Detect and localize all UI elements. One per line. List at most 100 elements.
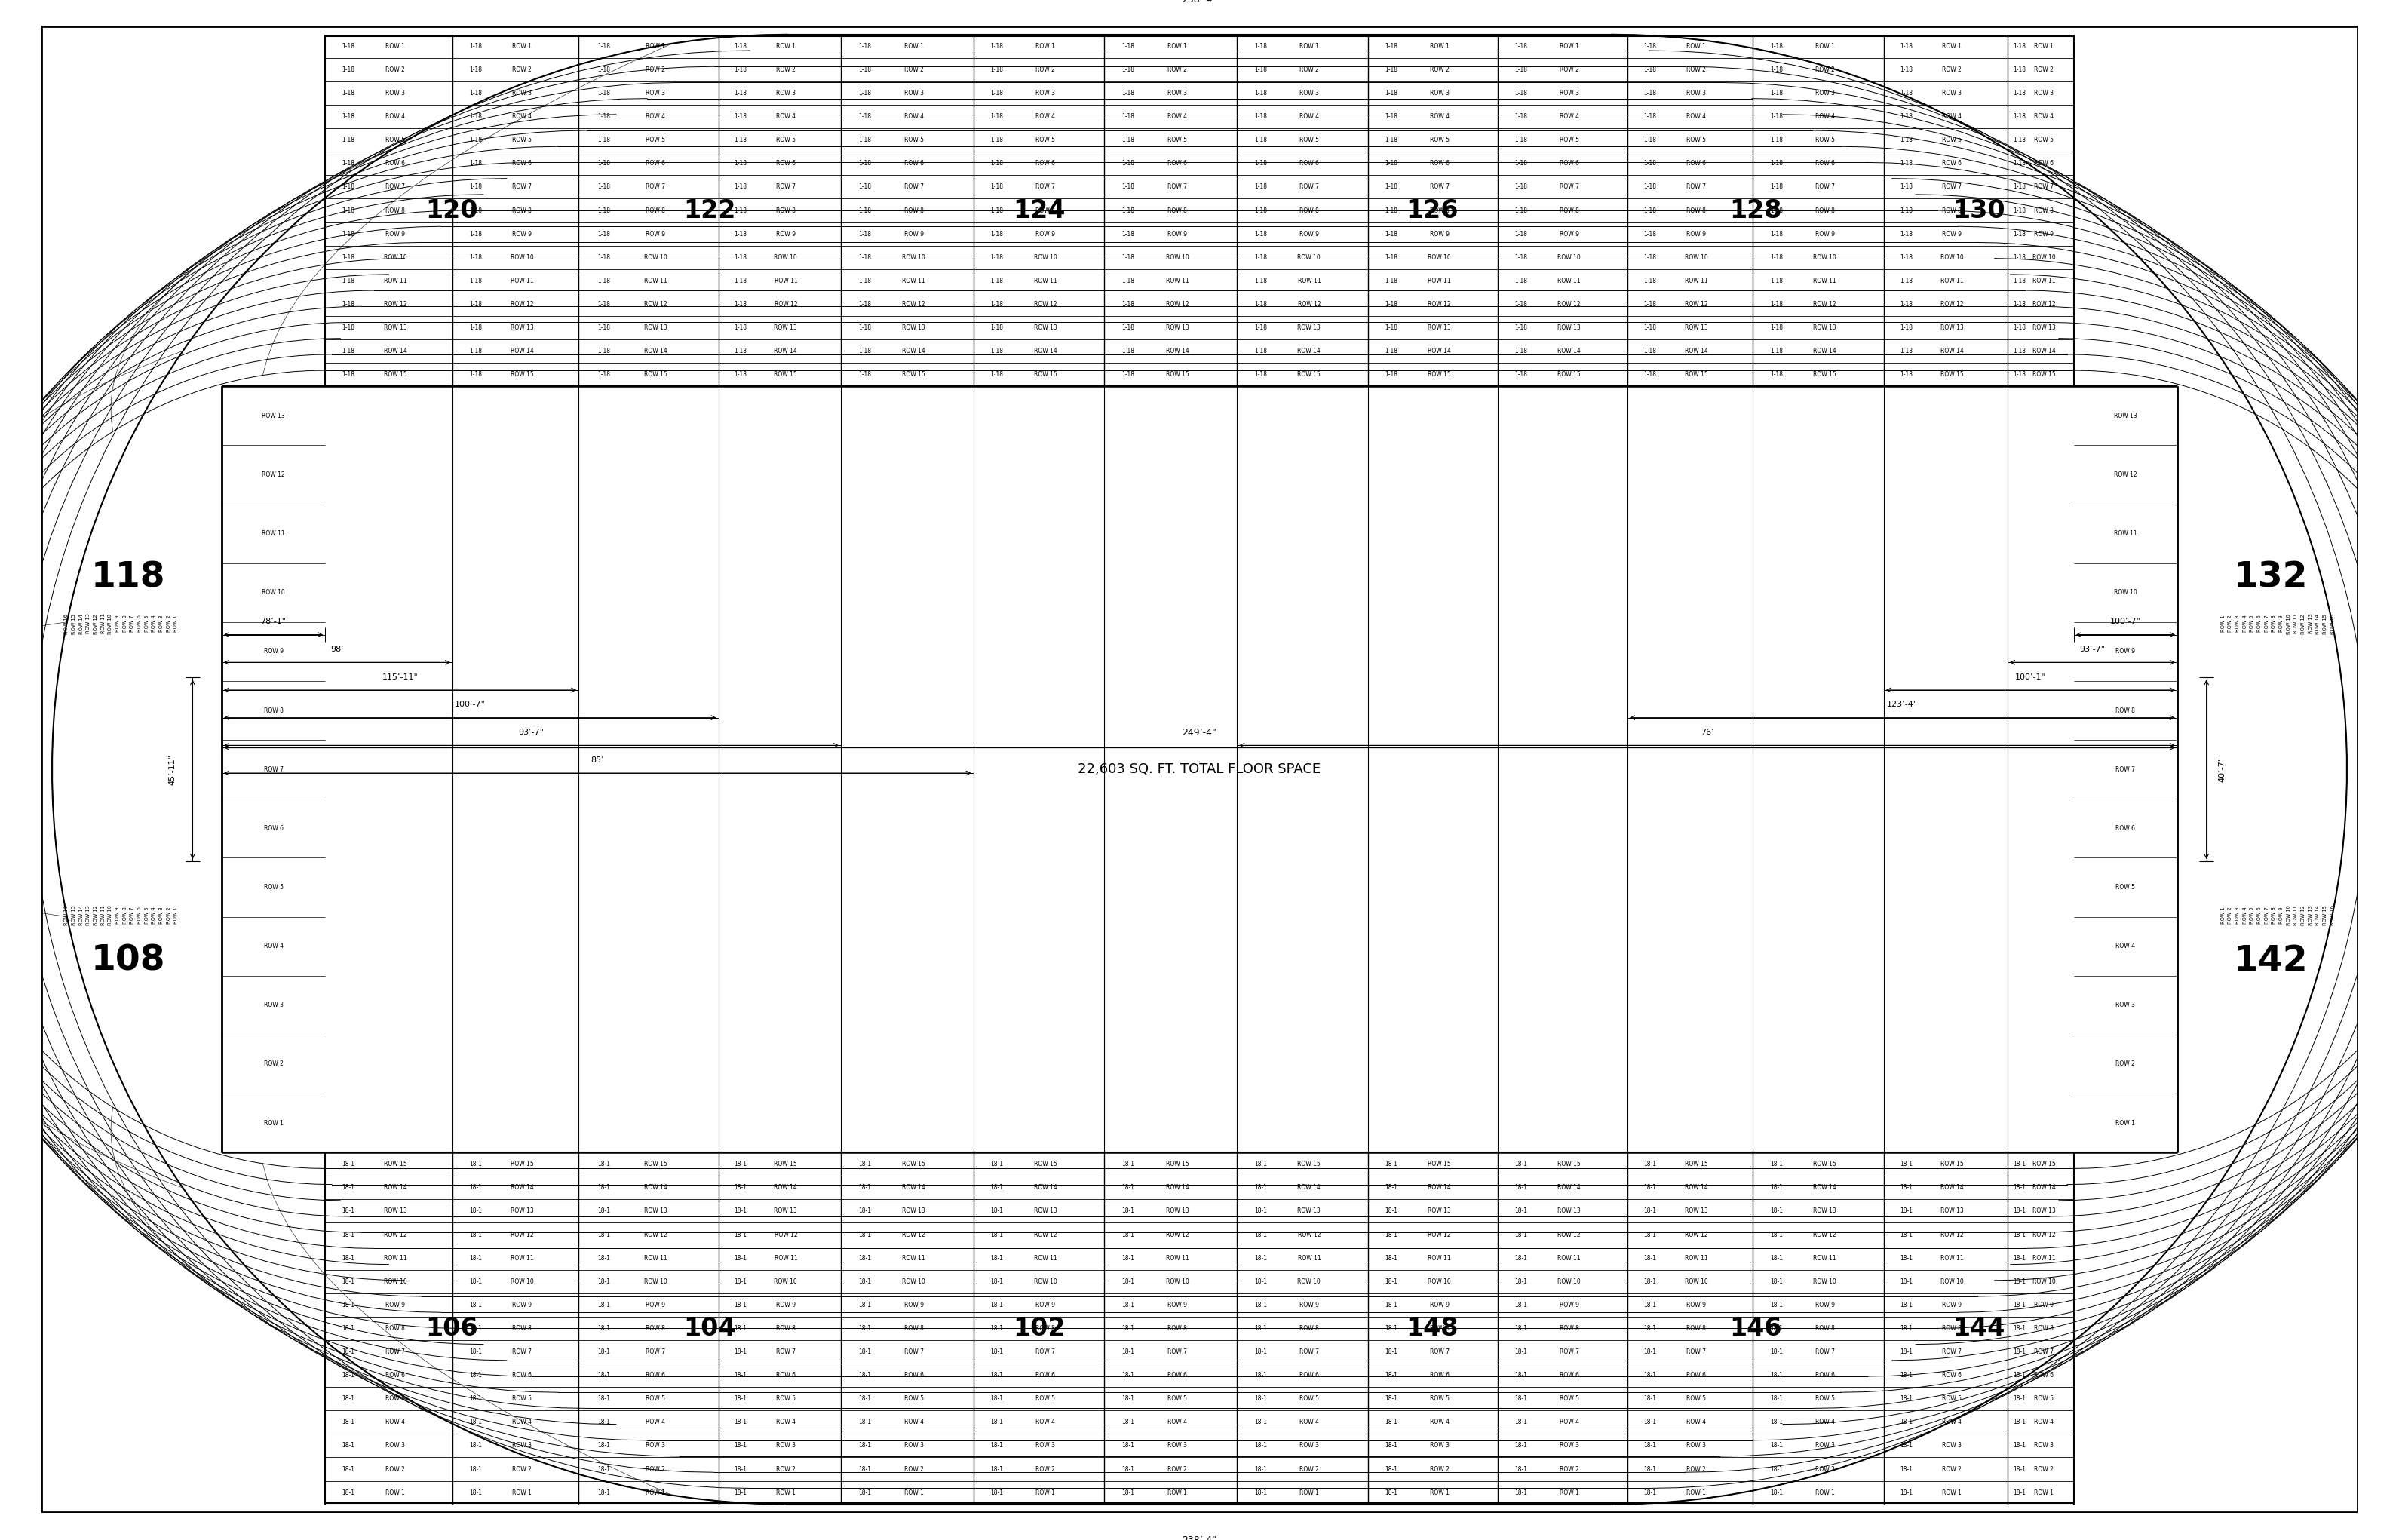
Text: 18-1: 18-1 [1900,1466,1912,1472]
Text: ROW 13: ROW 13 [1298,1207,1322,1215]
Text: 1-18: 1-18 [734,348,746,354]
Text: ROW 10: ROW 10 [261,590,285,596]
Text: 1-18: 1-18 [341,371,355,377]
Text: ROW 9: ROW 9 [2116,648,2135,654]
Text: 18-1: 18-1 [1643,1184,1655,1190]
Text: 1-18: 1-18 [1514,231,1528,237]
Text: ROW 4: ROW 4 [1168,1418,1188,1426]
Text: ROW 8: ROW 8 [2116,707,2135,715]
Text: ROW 7: ROW 7 [1559,183,1579,191]
Text: 18-1: 18-1 [468,1466,482,1472]
Text: ROW 5: ROW 5 [2250,907,2255,924]
Text: 122: 122 [684,199,736,223]
Text: ROW 10: ROW 10 [2286,613,2291,634]
Text: ROW 4: ROW 4 [2243,907,2248,924]
Text: 18-1: 18-1 [1643,1349,1655,1355]
Text: 1-18: 1-18 [341,231,355,237]
Text: 1-18: 1-18 [991,371,1003,377]
Text: ROW 3: ROW 3 [904,89,924,97]
Text: ROW 15: ROW 15 [1941,1161,1962,1167]
Text: 18-1: 18-1 [341,1443,355,1449]
Text: ROW 13: ROW 13 [902,325,926,331]
Text: ROW 3: ROW 3 [1168,89,1188,97]
Text: ROW 8: ROW 8 [1816,1324,1835,1332]
Text: ROW 5: ROW 5 [144,907,149,924]
Text: ROW 1: ROW 1 [775,43,796,49]
Text: ROW 15: ROW 15 [2322,613,2327,634]
Text: ROW 16: ROW 16 [2329,613,2334,634]
Text: 18-1: 18-1 [1770,1161,1782,1167]
Text: 18-1: 18-1 [734,1324,746,1332]
Text: 18-1: 18-1 [597,1184,609,1190]
Text: ROW 13: ROW 13 [1557,325,1581,331]
Text: 18-1: 18-1 [341,1324,355,1332]
Text: ROW 9: ROW 9 [1300,231,1319,237]
Text: 1-18: 1-18 [1514,160,1528,166]
Text: 18-1: 18-1 [1643,1443,1655,1449]
Text: ROW 8: ROW 8 [2034,1324,2054,1332]
Text: ROW 4: ROW 4 [386,114,405,120]
Text: 1-18: 1-18 [734,160,746,166]
Text: ROW 13: ROW 13 [261,413,285,419]
Text: ROW 3: ROW 3 [1430,1443,1449,1449]
Text: 1-18: 1-18 [1384,43,1399,49]
Text: ROW 15: ROW 15 [72,906,77,926]
Text: ROW 8: ROW 8 [2034,206,2054,214]
Text: ROW 7: ROW 7 [264,765,283,773]
Text: ROW 10: ROW 10 [1427,254,1451,260]
Text: ROW 9: ROW 9 [1168,231,1188,237]
Text: ROW 14: ROW 14 [775,1184,796,1190]
Text: ROW 14: ROW 14 [1814,1184,1835,1190]
Text: ROW 6: ROW 6 [511,160,533,166]
Text: ROW 9: ROW 9 [386,1301,405,1309]
Text: 18-1: 18-1 [341,1466,355,1472]
Text: ROW 3: ROW 3 [1559,1443,1579,1449]
Text: ROW 2: ROW 2 [386,66,405,72]
Text: 1-18: 1-18 [1900,43,1912,49]
Text: 1-18: 1-18 [341,160,355,166]
Text: 18-1: 18-1 [1123,1443,1135,1449]
Text: ROW 10: ROW 10 [643,254,667,260]
Text: 1-18: 1-18 [991,231,1003,237]
Text: ROW 15: ROW 15 [1298,371,1322,377]
Text: ROW 5: ROW 5 [1943,137,1962,143]
Text: 18-1: 18-1 [1514,1207,1528,1215]
Text: 1-18: 1-18 [468,371,482,377]
Text: 18-1: 18-1 [1900,1443,1912,1449]
Text: ROW 10: ROW 10 [1941,1278,1962,1284]
Text: ROW 2: ROW 2 [2034,1466,2054,1472]
Text: ROW 4: ROW 4 [775,1418,796,1426]
Text: 1-18: 1-18 [468,137,482,143]
Text: 18-1: 18-1 [1900,1418,1912,1426]
Text: ROW 15: ROW 15 [2322,906,2327,926]
Text: ROW 1: ROW 1 [2221,614,2226,633]
Text: 1-18: 1-18 [1900,206,1912,214]
Text: ROW 7: ROW 7 [511,1349,533,1355]
Text: ROW 2: ROW 2 [1036,66,1056,72]
Text: 1-18: 1-18 [2013,160,2025,166]
Text: 1-18: 1-18 [1643,348,1655,354]
Text: 18-1: 18-1 [341,1395,355,1401]
Text: 18-1: 18-1 [1770,1324,1782,1332]
Text: 18-1: 18-1 [734,1161,746,1167]
Text: ROW 14: ROW 14 [79,906,84,926]
Text: 18-1: 18-1 [1900,1395,1912,1401]
Text: 18-1: 18-1 [734,1207,746,1215]
Text: 1-18: 1-18 [2013,43,2025,49]
Text: ROW 8: ROW 8 [386,206,405,214]
Text: 18-1: 18-1 [1123,1466,1135,1472]
Text: ROW 11: ROW 11 [1814,1255,1835,1261]
Text: 1-18: 1-18 [734,89,746,97]
Text: 18-1: 18-1 [2013,1255,2025,1261]
Text: 1-18: 1-18 [597,277,609,285]
Text: ROW 12: ROW 12 [1684,300,1708,308]
Text: ROW 13: ROW 13 [643,325,667,331]
Text: 1-18: 1-18 [859,231,871,237]
Text: 18-1: 18-1 [1123,1207,1135,1215]
Text: ROW 13: ROW 13 [384,1207,408,1215]
Text: 18-1: 18-1 [1384,1161,1399,1167]
Text: ROW 2: ROW 2 [645,1466,665,1472]
Text: 1-18: 1-18 [2013,114,2025,120]
Text: 18-1: 18-1 [991,1184,1003,1190]
Text: 106: 106 [425,1317,477,1341]
